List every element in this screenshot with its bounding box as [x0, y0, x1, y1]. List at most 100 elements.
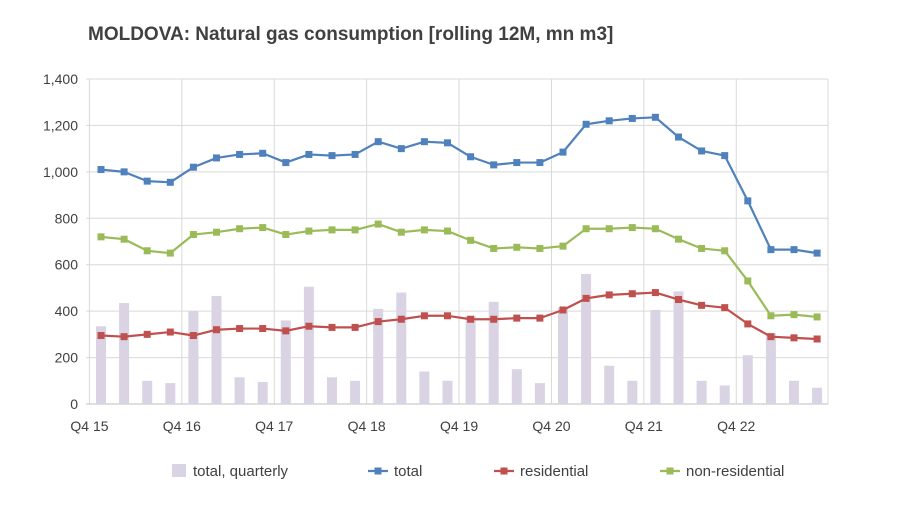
series-line-total [100, 116, 818, 255]
bar-total-quarterly [650, 309, 661, 404]
point-non-residential [582, 225, 590, 233]
point-total [467, 153, 475, 161]
legend-swatch-total-quarterly [172, 464, 186, 477]
point-total [143, 177, 151, 185]
y-tick-label: 1,400 [43, 71, 78, 87]
point-non-residential [397, 228, 405, 236]
point-total [305, 150, 313, 158]
point-total [628, 114, 636, 122]
point-residential [490, 315, 498, 323]
point-total [790, 246, 798, 254]
point-total [559, 148, 567, 156]
point-residential [120, 333, 128, 341]
point-non-residential [374, 220, 382, 228]
legend-label-residential: residential [520, 463, 588, 480]
point-residential [282, 327, 290, 335]
point-non-residential [651, 225, 659, 233]
point-total [236, 150, 244, 158]
y-tick-label: 600 [55, 257, 79, 273]
bar-total-quarterly [627, 380, 638, 404]
point-non-residential [675, 235, 682, 243]
y-tick-label: 1,000 [43, 164, 78, 180]
point-total [328, 152, 336, 160]
legend-label-total-quarterly: total, quarterly [193, 463, 289, 480]
point-total [189, 163, 197, 171]
point-residential [536, 314, 544, 322]
y-tick-label: 200 [55, 350, 79, 366]
bar-total-quarterly [165, 383, 176, 404]
y-tick-label: 800 [55, 210, 79, 226]
point-residential [305, 322, 313, 330]
point-non-residential [236, 225, 244, 233]
point-non-residential [767, 312, 775, 320]
point-total [213, 154, 220, 162]
point-non-residential [328, 226, 336, 234]
bar-total-quarterly [534, 383, 545, 404]
point-non-residential [513, 243, 521, 251]
point-non-residential [259, 224, 267, 232]
point-residential [790, 334, 798, 342]
point-residential [813, 335, 821, 343]
bar-total-quarterly [511, 369, 522, 404]
point-residential [605, 291, 613, 299]
point-non-residential [698, 244, 706, 252]
point-residential [143, 330, 151, 338]
x-tick-label: Q4 22 [717, 418, 755, 434]
point-total [374, 138, 382, 146]
point-total [513, 159, 521, 167]
point-residential [351, 323, 359, 331]
x-tick-label: Q4 21 [625, 418, 663, 434]
point-total [97, 166, 105, 174]
point-total [420, 138, 428, 146]
point-total [698, 147, 706, 155]
point-residential [628, 290, 636, 298]
point-residential [467, 315, 475, 323]
bar-total-quarterly [719, 385, 730, 404]
bar-total-quarterly [303, 286, 314, 404]
point-total [282, 159, 290, 167]
point-residential [651, 289, 659, 297]
point-residential [513, 314, 521, 322]
point-residential [236, 325, 244, 333]
point-total [605, 117, 613, 125]
point-total [767, 246, 775, 254]
point-non-residential [97, 233, 105, 241]
bar-total-quarterly [812, 387, 823, 404]
bar-total-quarterly [765, 333, 776, 404]
y-tick-label: 1,200 [43, 117, 78, 133]
point-residential [374, 318, 382, 326]
point-total [444, 139, 451, 147]
point-non-residential [444, 227, 451, 235]
legend-marker-non-residential [666, 467, 674, 475]
bar-total-quarterly [96, 326, 106, 404]
point-total [675, 133, 682, 141]
bar-total-quarterly [419, 371, 430, 404]
series-line-non-residential [100, 222, 818, 319]
bar-total-quarterly [257, 381, 268, 404]
point-total [351, 150, 359, 158]
point-residential [444, 312, 451, 320]
point-non-residential [628, 224, 636, 232]
x-tick-label: Q4 19 [440, 418, 478, 434]
point-non-residential [490, 244, 498, 252]
point-total [744, 197, 752, 205]
point-non-residential [467, 236, 475, 244]
bar-total-quarterly [188, 311, 199, 404]
point-residential [698, 301, 706, 309]
point-total [651, 113, 659, 121]
legend-marker-residential [500, 467, 508, 475]
point-total [166, 178, 174, 186]
bar-total-quarterly [442, 380, 453, 404]
point-residential [189, 332, 197, 340]
point-non-residential [605, 225, 613, 233]
point-residential [97, 332, 105, 340]
bar-total-quarterly [280, 320, 291, 404]
point-non-residential [721, 247, 729, 255]
legend-label-total: total [394, 463, 422, 480]
point-non-residential [143, 247, 151, 255]
point-non-residential [120, 235, 128, 243]
bar-total-quarterly [350, 380, 361, 404]
point-residential [675, 296, 682, 304]
point-non-residential [744, 277, 752, 285]
